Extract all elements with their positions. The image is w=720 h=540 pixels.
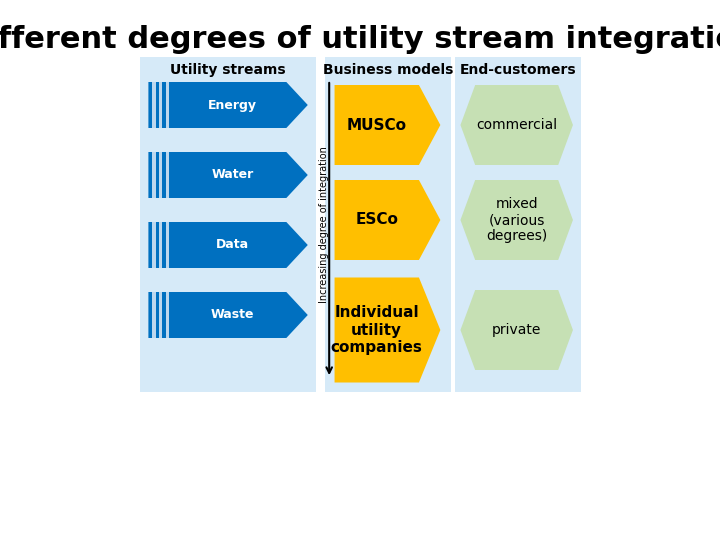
Text: Different degrees of utility stream integration: Different degrees of utility stream inte… — [0, 25, 720, 54]
Text: Business models: Business models — [323, 63, 454, 77]
Bar — [166, 152, 169, 198]
Text: Data: Data — [216, 239, 249, 252]
Bar — [159, 152, 163, 198]
Text: End-customers: End-customers — [459, 63, 576, 77]
Bar — [159, 222, 163, 268]
Bar — [325, 57, 451, 392]
Polygon shape — [148, 292, 307, 338]
Polygon shape — [335, 278, 441, 382]
Text: mixed
(various
degrees): mixed (various degrees) — [486, 197, 547, 243]
Bar — [153, 152, 156, 198]
Polygon shape — [461, 290, 573, 370]
Polygon shape — [148, 152, 307, 198]
Bar — [455, 57, 581, 392]
Text: Utility streams: Utility streams — [170, 63, 286, 77]
Bar — [166, 292, 169, 338]
Bar — [159, 82, 163, 128]
Text: Water: Water — [211, 168, 253, 181]
Bar — [153, 82, 156, 128]
Polygon shape — [148, 222, 307, 268]
Bar — [159, 292, 163, 338]
Text: Waste: Waste — [211, 308, 254, 321]
Text: ESCo: ESCo — [355, 213, 398, 227]
Polygon shape — [335, 180, 441, 260]
Bar — [153, 292, 156, 338]
Bar — [166, 82, 169, 128]
Bar — [140, 57, 316, 392]
Text: commercial: commercial — [476, 118, 557, 132]
Text: private: private — [492, 323, 541, 337]
Text: Increasing degree of integration: Increasing degree of integration — [319, 146, 329, 303]
Polygon shape — [461, 180, 573, 260]
Polygon shape — [461, 85, 573, 165]
Polygon shape — [335, 85, 441, 165]
Text: Individual
utility
companies: Individual utility companies — [330, 305, 423, 355]
Text: MUSCo: MUSCo — [347, 118, 407, 132]
Text: Energy: Energy — [208, 98, 257, 111]
Polygon shape — [148, 82, 307, 128]
Bar — [153, 222, 156, 268]
Bar — [166, 222, 169, 268]
